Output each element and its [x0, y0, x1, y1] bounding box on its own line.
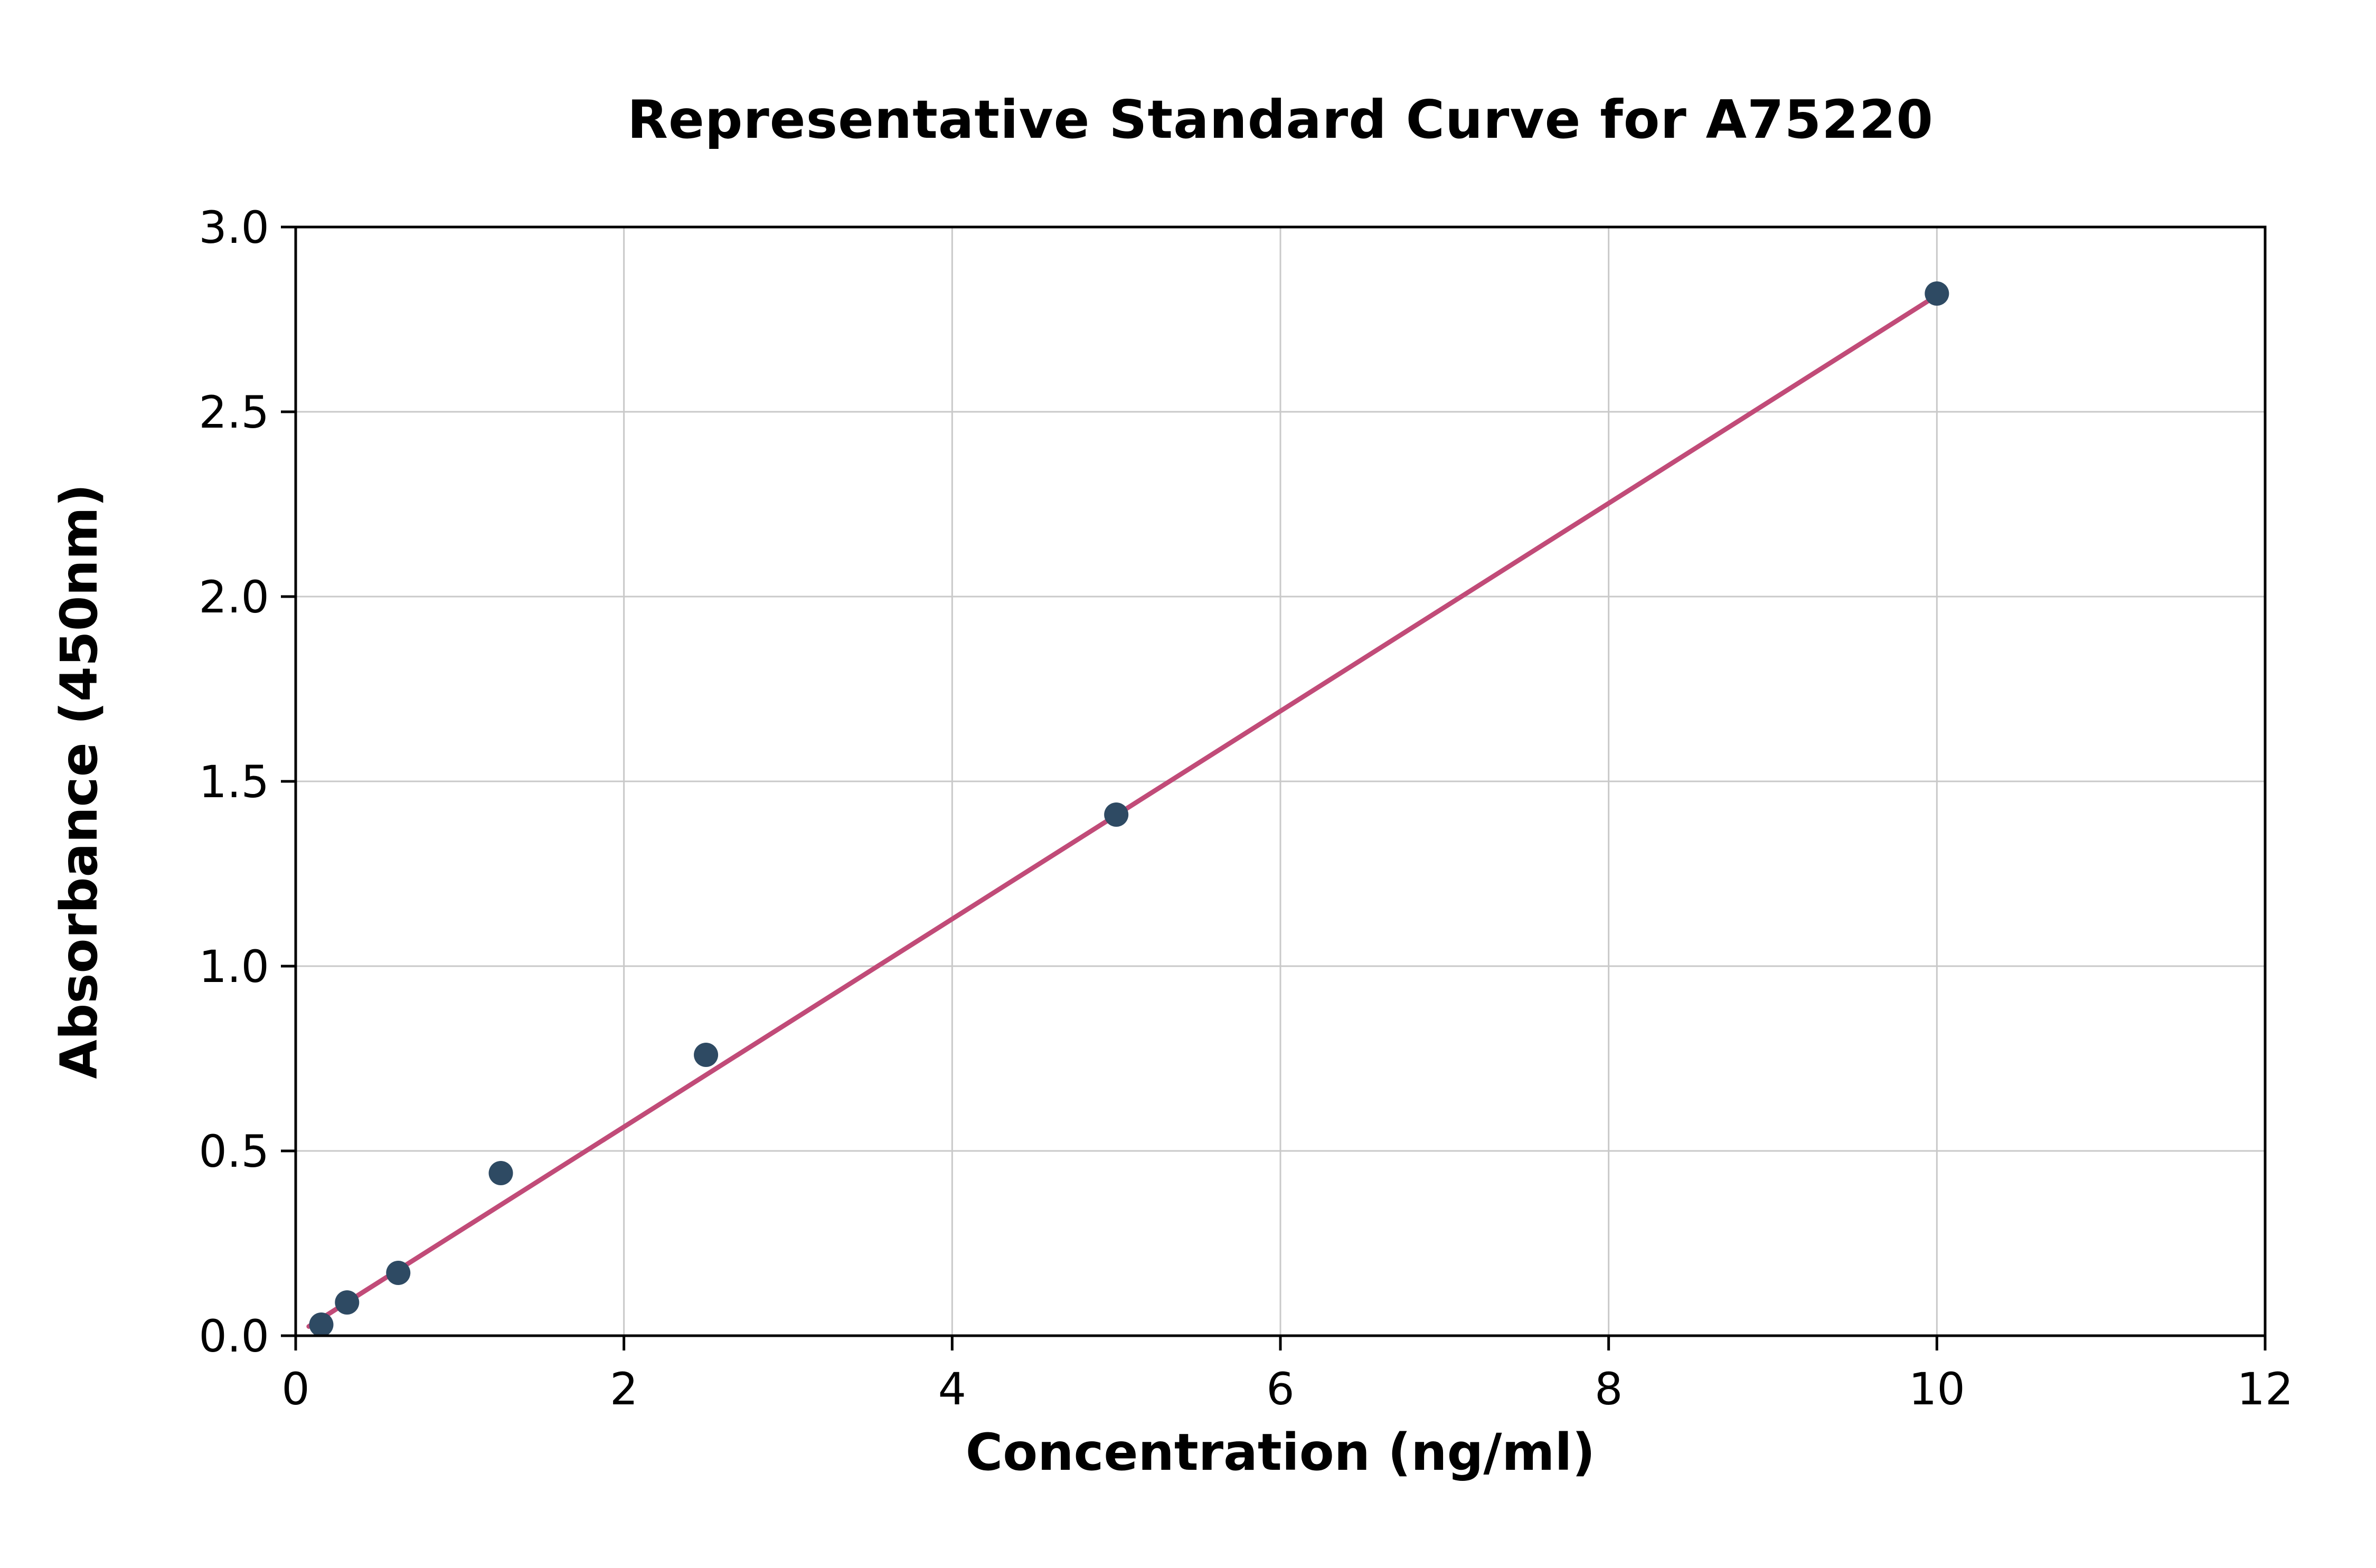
x-tick-label: 4: [938, 1363, 966, 1415]
y-tick-label: 3.0: [199, 202, 269, 253]
y-tick-label: 0.0: [199, 1310, 269, 1362]
x-axis-label: Concentration (ng/ml): [965, 1423, 1596, 1482]
y-tick-label: 0.5: [199, 1126, 269, 1177]
data-point: [694, 1043, 719, 1067]
chart-title: Representative Standard Curve for A75220: [627, 89, 1934, 150]
data-point: [309, 1312, 334, 1337]
data-point: [335, 1290, 360, 1315]
x-tick-label: 2: [610, 1363, 638, 1415]
y-tick-label: 1.0: [199, 941, 269, 993]
data-point: [386, 1261, 411, 1285]
y-tick-label: 2.0: [199, 571, 269, 623]
x-tick-label: 0: [281, 1363, 309, 1415]
y-tick-label: 1.5: [199, 756, 269, 808]
data-point: [1104, 802, 1129, 827]
data-point: [488, 1161, 513, 1185]
x-tick-label: 8: [1595, 1363, 1623, 1415]
x-tick-label: 12: [2237, 1363, 2294, 1415]
x-tick-label: 10: [1909, 1363, 1965, 1415]
data-point: [1925, 281, 1949, 306]
x-tick-label: 6: [1266, 1363, 1294, 1415]
y-tick-label: 2.5: [199, 386, 269, 438]
